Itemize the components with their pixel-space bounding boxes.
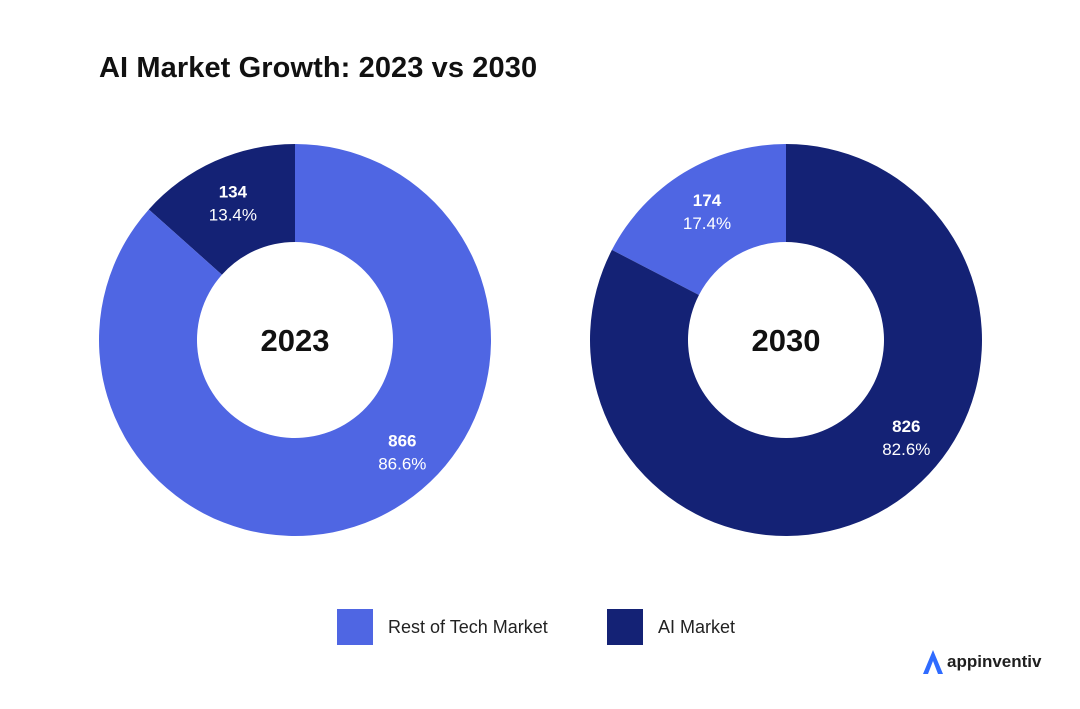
triangle-a-logo-icon (923, 650, 943, 674)
donut-chart-2023: 134 13.4% 866 86.6% 2023 (98, 144, 492, 536)
legend-swatch-rest-of-tech (337, 609, 373, 645)
slice-value-label: 866 (388, 431, 416, 450)
legend-label-rest-of-tech: Rest of Tech Market (388, 616, 548, 637)
brand-logo: appinventiv (922, 649, 1041, 675)
legend: Rest of Tech Market AI Market (0, 609, 1080, 645)
brand-name: appinventiv (947, 652, 1042, 671)
slice-2023-rest-of-tech-market (98, 144, 492, 536)
slice-percent-label: 13.4% (209, 205, 257, 224)
legend-item-rest-of-tech: Rest of Tech Market (337, 609, 548, 645)
slice-percent-label: 17.4% (683, 214, 731, 233)
donut-center-label: 2030 (752, 323, 821, 358)
slice-value-label: 174 (693, 191, 722, 210)
slice-percent-label: 86.6% (378, 454, 426, 473)
slice-2023-ai-market (148, 144, 295, 275)
chart-title: AI Market Growth: 2023 vs 2030 (99, 52, 538, 84)
slice-2030-ai-market (589, 144, 982, 536)
slice-2030-rest-of-tech-market (611, 144, 786, 295)
slice-value-label: 826 (892, 417, 920, 436)
legend-item-ai-market: AI Market (607, 609, 735, 645)
legend-swatch-ai-market (607, 609, 643, 645)
donut-chart-2030: 174 17.4% 826 82.6% 2030 (589, 144, 982, 536)
donut-center-label: 2023 (261, 323, 330, 358)
slice-percent-label: 82.6% (882, 440, 930, 459)
slice-value-label: 134 (219, 182, 248, 201)
legend-label-ai-market: AI Market (658, 616, 736, 637)
